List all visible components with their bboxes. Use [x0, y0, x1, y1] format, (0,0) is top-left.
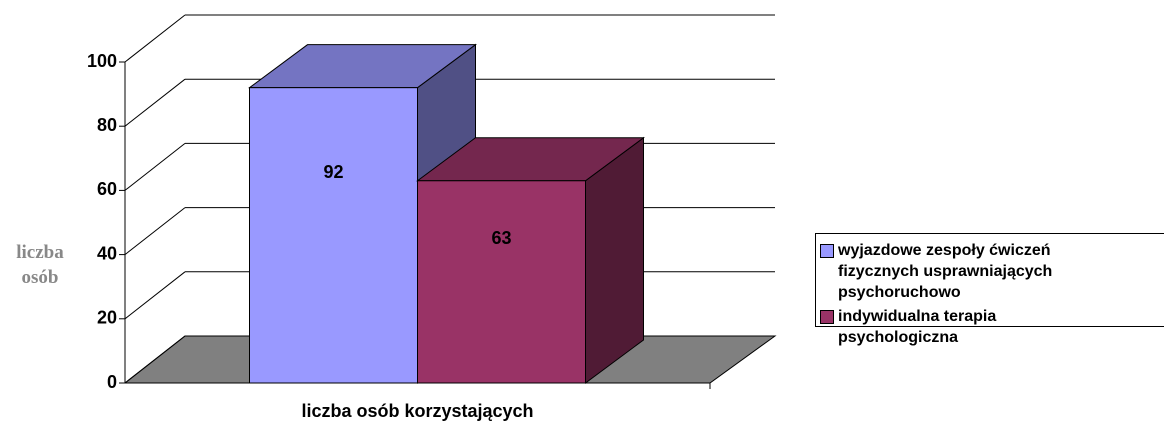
grid-diagonal	[124, 14, 186, 63]
legend: wyjazdowe zespoły ćwiczeń fizycznych usp…	[815, 233, 1164, 346]
grid-diagonal	[124, 271, 186, 320]
y-axis-label: liczba osób	[16, 242, 64, 288]
y-tick-label: 60	[97, 179, 117, 199]
legend-label: wyjazdowe zespoły ćwiczeń fizycznych usp…	[838, 242, 1053, 301]
data-label: 63	[491, 228, 511, 248]
y-tick-label: 20	[97, 308, 117, 328]
grid-diagonal	[124, 143, 186, 191]
x-tick-label: liczba osób korzystających	[301, 401, 533, 421]
y-tick-label: 0	[107, 372, 117, 392]
legend-swatch	[820, 244, 834, 258]
y-tick-label: 100	[87, 51, 117, 71]
bar	[417, 180, 586, 384]
grid-diagonal	[124, 335, 186, 384]
data-label: 92	[323, 162, 343, 182]
grid-diagonal	[124, 78, 186, 127]
y-tick-label: 40	[97, 243, 117, 263]
legend-swatch	[820, 310, 834, 324]
legend-entry: indywidualna terapia psychologiczna	[820, 306, 1164, 348]
legend-entry: wyjazdowe zespoły ćwiczeń fizycznych usp…	[820, 240, 1164, 303]
grid-diagonal	[124, 207, 186, 255]
y-tick-label: 80	[97, 115, 117, 135]
bar	[249, 87, 418, 384]
legend-label: indywidualna terapia psychologiczna	[838, 308, 997, 346]
